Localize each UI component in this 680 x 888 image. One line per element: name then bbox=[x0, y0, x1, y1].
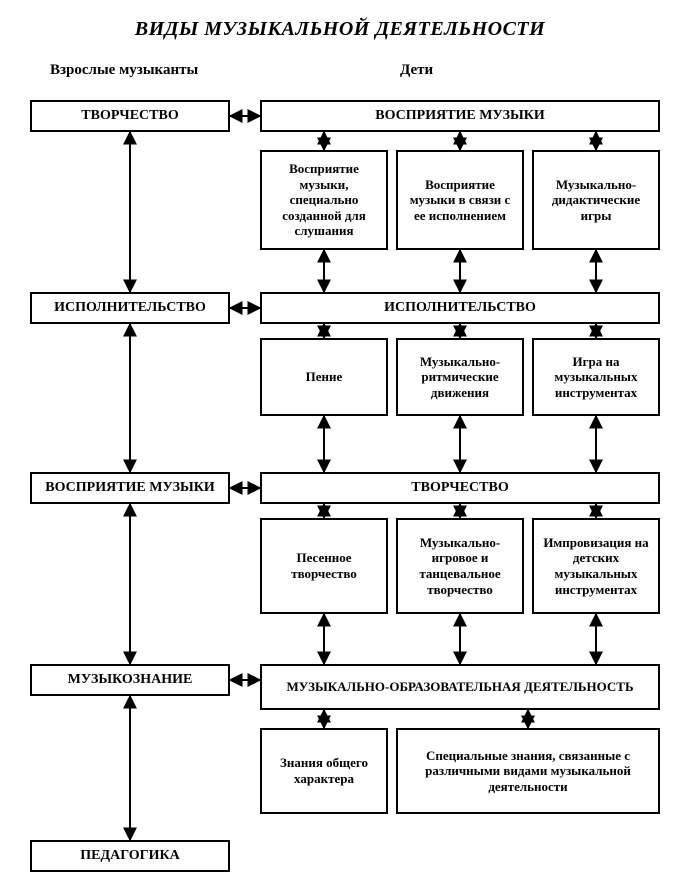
right-box-creativity: ТВОРЧЕСТВО bbox=[260, 472, 660, 504]
right-box-perception: ВОСПРИЯТИЕ МУЗЫКИ bbox=[260, 100, 660, 132]
header-left: Взрослые музыканты bbox=[50, 62, 198, 79]
left-box-perception: ВОСПРИЯТИЕ МУЗЫКИ bbox=[30, 472, 230, 504]
sub-creativity-song: Песенное творчество bbox=[260, 518, 388, 614]
left-box-pedagogy: ПЕДАГОГИКА bbox=[30, 840, 230, 872]
sub-performance-instrument: Игра на музыкальных инструментах bbox=[532, 338, 660, 416]
right-box-education: МУЗЫКАЛЬНО-ОБРАЗОВАТЕЛЬНАЯ ДЕЯТЕЛЬНОСТЬ bbox=[260, 664, 660, 710]
page-title: ВИДЫ МУЗЫКАЛЬНОЙ ДЕЯТЕЛЬНОСТИ bbox=[0, 18, 680, 41]
sub-creativity-improv: Импровизация на детских музыкальных инст… bbox=[532, 518, 660, 614]
sub-perception-performing: Восприятие музыки в связи с ее исполнени… bbox=[396, 150, 524, 250]
sub-education-special: Специальные знания, связанные с различны… bbox=[396, 728, 660, 814]
sub-creativity-dance: Музыкально-игровое и танцевальное творче… bbox=[396, 518, 524, 614]
header-right: Дети bbox=[400, 62, 433, 79]
left-box-creativity: ТВОРЧЕСТВО bbox=[30, 100, 230, 132]
left-box-performance: ИСПОЛНИТЕЛЬСТВО bbox=[30, 292, 230, 324]
right-box-performance: ИСПОЛНИТЕЛЬСТВО bbox=[260, 292, 660, 324]
left-box-musicology: МУЗЫКОЗНАНИЕ bbox=[30, 664, 230, 696]
sub-education-general: Знания общего характера bbox=[260, 728, 388, 814]
sub-performance-rhythmic: Музыкально-ритмические движения bbox=[396, 338, 524, 416]
sub-performance-singing: Пение bbox=[260, 338, 388, 416]
sub-perception-listening: Восприятие музыки, специально созданной … bbox=[260, 150, 388, 250]
sub-perception-games: Музыкально-дидактические игры bbox=[532, 150, 660, 250]
